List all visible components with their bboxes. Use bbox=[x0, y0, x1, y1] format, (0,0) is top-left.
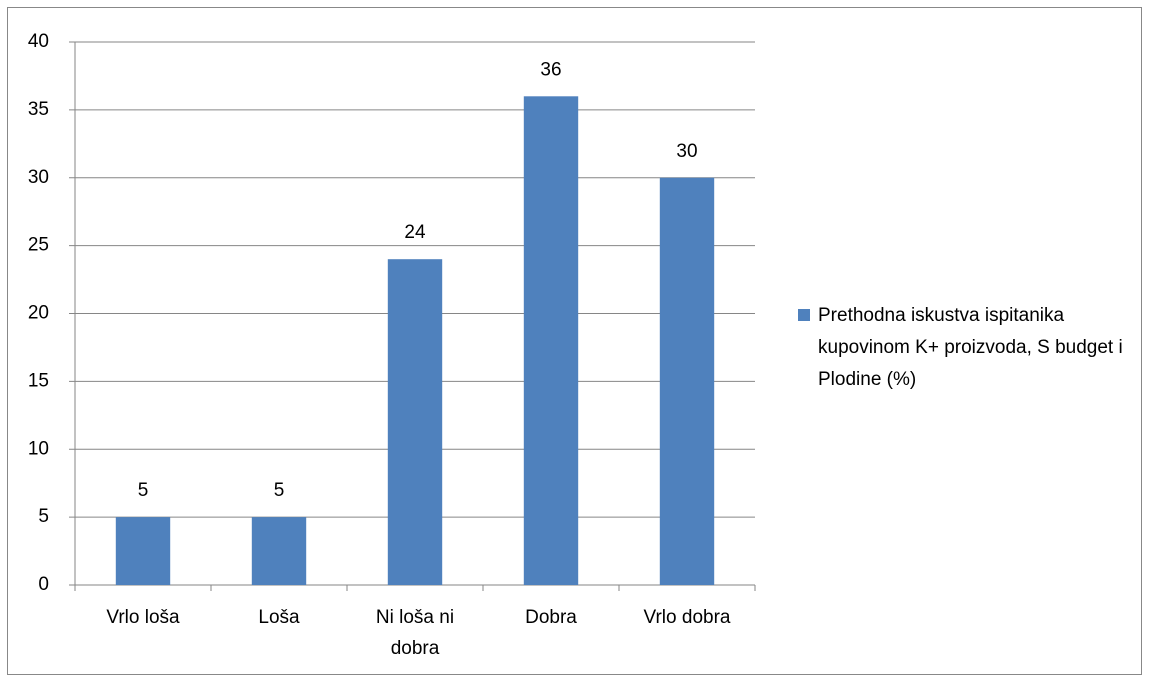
bar bbox=[115, 517, 171, 585]
x-tick-label: Loša bbox=[258, 607, 300, 628]
y-tick-label: 20 bbox=[28, 303, 49, 324]
y-tick-label: 15 bbox=[28, 370, 49, 391]
data-label: 36 bbox=[540, 59, 561, 80]
y-tick-label: 40 bbox=[28, 31, 49, 52]
data-label: 5 bbox=[138, 480, 149, 501]
bar bbox=[251, 517, 307, 585]
y-tick-label: 0 bbox=[38, 574, 49, 595]
y-tick-label: 10 bbox=[28, 438, 49, 459]
bar bbox=[523, 96, 579, 586]
x-tick-label: Dobra bbox=[525, 607, 577, 628]
x-tick-label: Ni loša ni dobra bbox=[376, 607, 454, 659]
legend-swatch bbox=[798, 309, 810, 321]
y-tick-label: 35 bbox=[28, 99, 49, 120]
data-label: 5 bbox=[274, 480, 285, 501]
x-tick-label: Vrlo loša bbox=[106, 607, 180, 628]
bar bbox=[659, 177, 715, 585]
bar bbox=[387, 259, 443, 585]
data-label: 24 bbox=[404, 222, 426, 243]
data-label: 30 bbox=[676, 141, 697, 162]
y-tick-label: 5 bbox=[38, 506, 49, 527]
y-tick-label: 30 bbox=[28, 167, 49, 188]
y-tick-label: 25 bbox=[28, 235, 49, 256]
legend-label: Prethodna iskustva ispitanika kupovinom K… bbox=[818, 305, 1123, 390]
x-tick-label: Vrlo dobra bbox=[644, 607, 731, 628]
